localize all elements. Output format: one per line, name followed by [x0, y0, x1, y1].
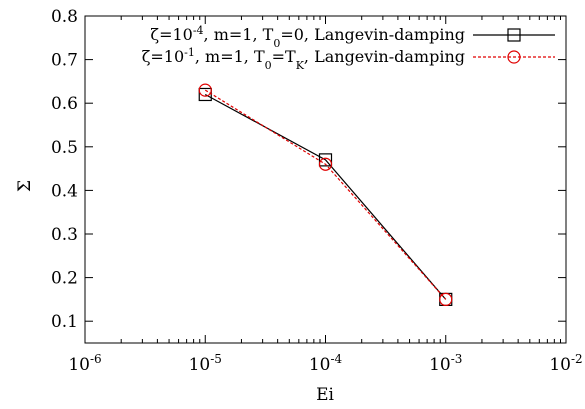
- x-tick-label: 10-6: [68, 352, 101, 375]
- y-tick-label: 0.8: [51, 7, 78, 27]
- legend-swatch-marker: [507, 50, 521, 64]
- legend-swatch-marker: [507, 28, 521, 42]
- data-point: [439, 292, 453, 306]
- legend-entry-label: ζ=10-1, m=1, T0=TK, Langevin-damping: [142, 46, 465, 72]
- y-tick-label: 0.1: [51, 312, 78, 332]
- series-line: [204, 89, 447, 300]
- x-tick-label: 10-3: [429, 352, 462, 375]
- data-point: [318, 153, 333, 167]
- y-tick-label: 0.6: [51, 94, 78, 114]
- legend: ζ=10-4, m=1, T0=0, Langevin-dampingζ=10-…: [142, 24, 555, 72]
- y-tick-label: 0.4: [51, 181, 78, 201]
- series: [198, 83, 453, 306]
- data-point: [318, 157, 333, 171]
- y-axis-label: Σ: [15, 180, 35, 192]
- x-tick-label: 10-4: [309, 352, 343, 375]
- legend-entry-label: ζ=10-4, m=1, T0=0, Langevin-damping: [150, 24, 465, 50]
- ticks: [84, 15, 567, 343]
- y-tick-label: 0.2: [51, 269, 78, 289]
- x-tick-label: 10-2: [549, 352, 582, 375]
- data-point: [198, 83, 212, 97]
- y-tick-label: 0.3: [51, 225, 78, 245]
- x-axis-label: Ei: [316, 385, 334, 405]
- x-tick-label: 10-5: [189, 352, 222, 375]
- tick-labels: 0.1 0.2 0.3 0.4 0.5 0.6 0.7 0.8 10-6 10-5 10-4 10-3…: [51, 7, 583, 375]
- y-tick-label: 0.5: [51, 138, 78, 158]
- y-tick-label: 0.7: [51, 51, 78, 71]
- series-line: [204, 93, 447, 300]
